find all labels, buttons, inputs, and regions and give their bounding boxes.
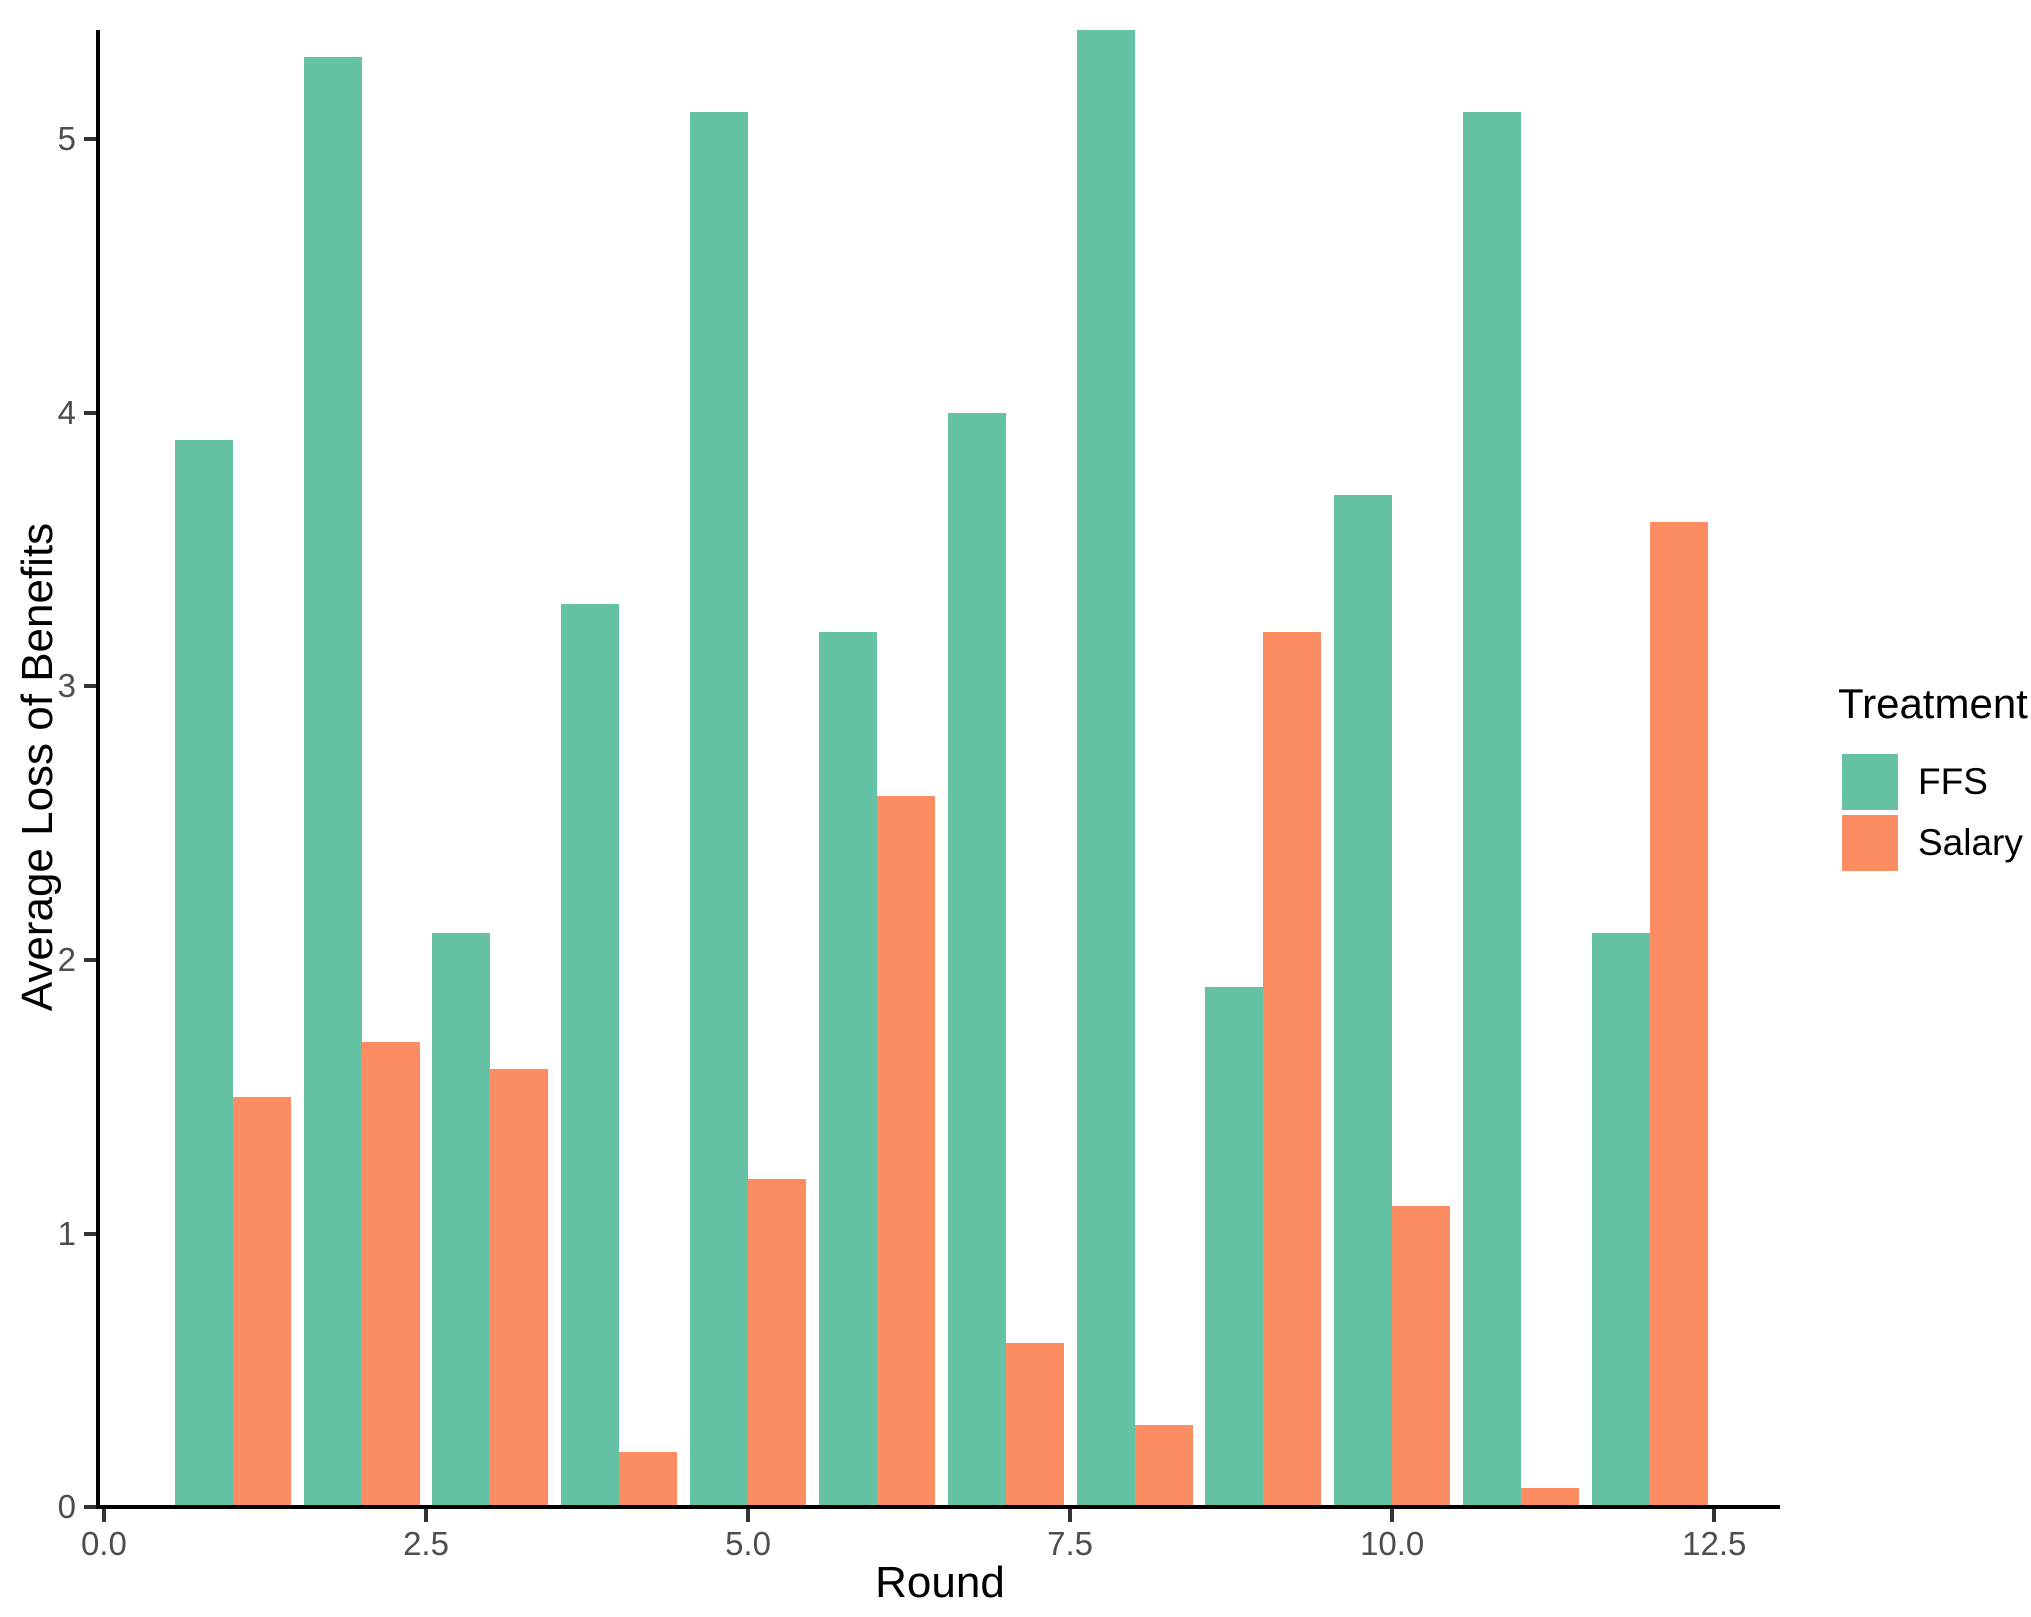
bar-salary-round-5 <box>748 1178 806 1507</box>
x-tick-label: 2.5 <box>403 1525 449 1562</box>
bar-salary-round-1 <box>232 1096 291 1507</box>
x-axis-line <box>96 1505 1780 1509</box>
bar-ffs-round-10 <box>1334 495 1393 1507</box>
legend-label-salary: Salary <box>1918 822 2023 863</box>
y-tick <box>84 1505 96 1509</box>
bar-salary-round-11 <box>1521 1487 1579 1507</box>
bar-ffs-round-9 <box>1205 987 1264 1507</box>
bar-salary-round-6 <box>876 795 935 1507</box>
x-tick-label: 7.5 <box>1047 1525 1094 1562</box>
plot-panel <box>100 30 1780 1507</box>
bar-ffs-round-6 <box>818 631 877 1507</box>
bar-salary-round-12 <box>1649 522 1708 1507</box>
x-axis-title: Round <box>875 1558 1005 1607</box>
x-tick <box>424 1509 428 1522</box>
legend-item-salary: Salary <box>1838 815 2028 871</box>
y-tick <box>84 1231 96 1236</box>
bar-salary-round-10 <box>1392 1206 1451 1507</box>
bar-ffs-round-11 <box>1463 112 1522 1507</box>
bar-ffs-round-2 <box>303 57 362 1507</box>
bar-salary-round-4 <box>619 1452 678 1507</box>
y-tick-label: 4 <box>57 393 76 431</box>
y-tick <box>84 137 96 142</box>
x-tick <box>101 1509 106 1522</box>
y-tick-label: 1 <box>57 1214 76 1252</box>
x-tick-label: 10.0 <box>1360 1525 1425 1562</box>
bar-salary-round-2 <box>361 1042 420 1507</box>
legend-title: Treatment <box>1838 680 2028 727</box>
bar-ffs-round-3 <box>432 932 491 1507</box>
x-tick-label: 0.0 <box>80 1525 127 1562</box>
y-tick-label: 2 <box>57 941 76 978</box>
bar-salary-round-3 <box>490 1069 549 1507</box>
y-tick-label: 3 <box>57 667 76 705</box>
bar-ffs-round-7 <box>947 412 1006 1507</box>
y-tick <box>84 410 96 415</box>
legend-item-ffs: FFS <box>1838 754 2028 810</box>
bar-ffs-round-1 <box>174 440 233 1507</box>
y-tick <box>84 958 96 962</box>
legend-swatch-ffs <box>1842 754 1898 810</box>
y-tick-label: 0 <box>57 1488 76 1525</box>
x-tick-label: 5.0 <box>725 1525 771 1562</box>
bar-ffs-round-5 <box>690 112 749 1507</box>
y-tick-label: 5 <box>57 120 76 158</box>
bar-ffs-round-12 <box>1591 932 1650 1507</box>
bar-ffs-round-4 <box>561 604 620 1507</box>
y-axis-line <box>96 30 100 1509</box>
bar-ffs-round-8 <box>1076 30 1135 1507</box>
x-tick <box>1390 1509 1395 1522</box>
legend-label-ffs: FFS <box>1918 761 1988 802</box>
x-tick <box>1712 1509 1717 1522</box>
legend-swatch-salary <box>1842 815 1898 871</box>
y-tick <box>84 684 96 689</box>
x-tick <box>1068 1509 1073 1522</box>
x-tick-label: 12.5 <box>1682 1525 1747 1562</box>
bar-salary-round-7 <box>1005 1342 1064 1507</box>
legend: Treatment FFS Salary <box>1838 680 2028 876</box>
bar-salary-round-9 <box>1263 631 1322 1507</box>
bar-salary-round-8 <box>1134 1424 1193 1507</box>
x-tick <box>746 1509 750 1522</box>
